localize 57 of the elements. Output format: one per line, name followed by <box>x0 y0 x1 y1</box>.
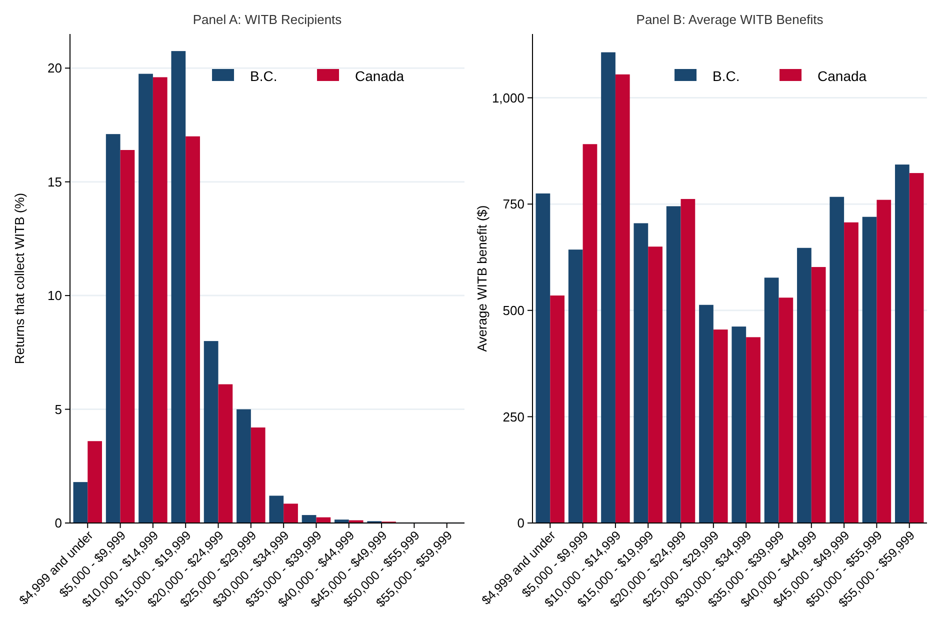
bar <box>909 173 924 523</box>
y-tick-label: 250 <box>502 409 524 424</box>
bar <box>88 441 102 523</box>
bar <box>732 326 746 523</box>
bar <box>830 196 844 523</box>
bar <box>797 248 812 523</box>
legend-label: B.C. <box>712 68 740 84</box>
y-tick-label: 750 <box>502 196 524 212</box>
bar <box>764 278 779 523</box>
bar <box>713 330 728 523</box>
bar <box>844 222 858 523</box>
y-tick-label: 0 <box>54 516 62 531</box>
bar <box>680 198 696 523</box>
bar <box>250 427 266 523</box>
legend-label: Canada <box>355 68 404 84</box>
y-tick-label: 1,000 <box>492 90 524 106</box>
y-axis-title: Returns that collect WITB (%) <box>12 192 27 364</box>
bar <box>269 496 284 523</box>
bar <box>171 51 186 523</box>
y-tick-label: 15 <box>48 174 62 190</box>
bar <box>120 150 135 523</box>
bar <box>152 77 168 523</box>
bar <box>876 200 892 523</box>
bar <box>601 52 616 523</box>
y-tick-label: 500 <box>502 302 524 318</box>
y-tick-label: 0 <box>517 516 524 531</box>
bar <box>811 267 826 523</box>
bar <box>582 144 598 523</box>
bar <box>666 206 681 523</box>
bar <box>699 304 714 523</box>
bar <box>204 341 218 523</box>
bar <box>73 482 88 523</box>
y-tick-label: 20 <box>48 60 62 76</box>
y-axis-title: Average WITB benefit ($) <box>474 205 490 352</box>
legend-label: B.C. <box>250 68 278 84</box>
y-tick-label: 10 <box>48 288 62 304</box>
bar <box>138 74 153 523</box>
bar <box>236 409 251 523</box>
bar <box>550 296 565 523</box>
bar <box>106 134 120 523</box>
bar <box>615 74 630 523</box>
chart-title: Panel A: WITB Recipients <box>192 12 342 27</box>
bar <box>746 337 760 523</box>
y-tick-label: 5 <box>54 402 62 417</box>
bar <box>778 298 794 523</box>
bar <box>186 136 200 523</box>
bar <box>862 216 877 523</box>
chart-title: Panel B: Average WITB Benefits <box>636 12 824 27</box>
bar <box>536 193 550 523</box>
bar <box>568 250 583 523</box>
bar <box>648 246 662 523</box>
bar <box>302 515 316 523</box>
bar <box>634 223 648 523</box>
bar <box>894 164 910 523</box>
bar <box>218 384 233 523</box>
legend-label: Canada <box>818 68 867 84</box>
bar <box>284 504 298 523</box>
